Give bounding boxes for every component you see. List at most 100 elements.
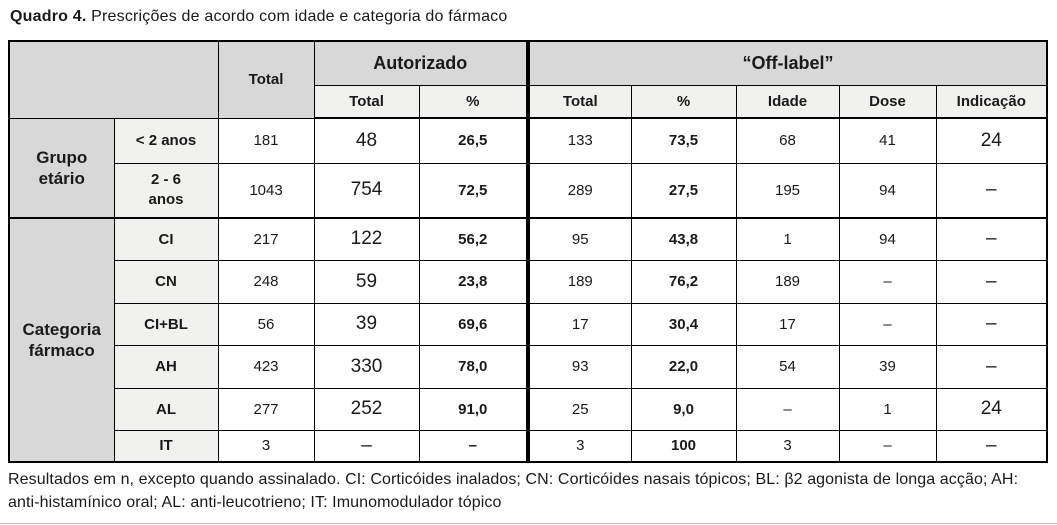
row-label-2-6-anos: 2 - 6 anos xyxy=(113,162,219,219)
table-cell: 76,2 xyxy=(630,259,737,304)
table-cell: 30,4 xyxy=(630,302,737,346)
table-cell: 41 xyxy=(838,117,937,164)
table-cell: 330 xyxy=(313,344,420,389)
table-cell: 248 xyxy=(217,259,315,304)
table-cell: 94 xyxy=(838,162,937,219)
table-cell: 59 xyxy=(313,259,420,304)
table-cell: – xyxy=(935,162,1048,219)
table-cell: 1043 xyxy=(217,162,315,219)
header-autorizado: Autorizado xyxy=(313,40,529,86)
table-cell: 73,5 xyxy=(630,117,737,164)
table-cell: 3 xyxy=(526,429,632,463)
row-label-menor-2-anos: < 2 anos xyxy=(113,117,219,164)
table-cell: 122 xyxy=(313,217,420,261)
row-label-al: AL xyxy=(113,387,219,431)
table-cell: – xyxy=(313,429,420,463)
table-cell: – xyxy=(935,344,1048,389)
caption-number: Quadro 4. xyxy=(10,8,87,25)
subheader-aut-total: Total xyxy=(313,84,420,119)
row-label-ah: AH xyxy=(113,344,219,389)
table-cell: – xyxy=(735,387,840,431)
table-cell: 78,0 xyxy=(418,344,529,389)
table-row: CI+BL 56 39 69,6 17 30,4 17 – – xyxy=(9,302,1048,346)
table-cell: 423 xyxy=(217,344,315,389)
table-cell: – xyxy=(935,429,1048,463)
table-cell: 68 xyxy=(735,117,840,164)
subheader-aut-pct: % xyxy=(418,84,529,119)
table-cell: – xyxy=(838,302,937,346)
table-cell: 181 xyxy=(217,117,315,164)
table-cell: 217 xyxy=(217,217,315,261)
table-cell: 24 xyxy=(935,387,1048,431)
table-cell: – xyxy=(838,259,937,304)
header-off-label: “Off-label” xyxy=(525,40,1048,86)
table-cell: 43,8 xyxy=(630,217,737,261)
table-cell: 27,5 xyxy=(630,162,737,219)
table-cell: 252 xyxy=(313,387,420,431)
table-cell: 39 xyxy=(838,344,937,389)
table-cell: 17 xyxy=(735,302,840,346)
table-cell: 289 xyxy=(526,162,632,219)
table-cell: 189 xyxy=(735,259,840,304)
table-row: AH 423 330 78,0 93 22,0 54 39 – xyxy=(9,344,1048,389)
table-cell: 22,0 xyxy=(630,344,737,389)
table-cell: 1 xyxy=(838,387,937,431)
subheader-ol-pct: % xyxy=(630,84,737,119)
table-cell: 26,5 xyxy=(418,117,529,164)
row-label-cn: CN xyxy=(113,259,219,304)
table-row: Grupo etário < 2 anos 181 48 26,5 133 73… xyxy=(8,117,1048,219)
table-cell: 93 xyxy=(526,344,632,389)
table-cell: 24 xyxy=(935,117,1048,164)
table-cell: 25 xyxy=(526,387,632,431)
table-row: 2 - 6 anos 1043 754 72,5 289 27,5 195 94… xyxy=(9,162,1048,219)
group-label-grupo-etario: Grupo etário xyxy=(8,117,115,219)
table-cell: 94 xyxy=(838,217,937,261)
row-label-ci-bl: CI+BL xyxy=(113,302,219,346)
subheader-dose: Dose xyxy=(838,84,937,119)
table-cell: 1 xyxy=(735,217,840,261)
table-cell: 17 xyxy=(526,302,632,346)
table-cell: 133 xyxy=(526,117,632,164)
table-cell: 72,5 xyxy=(418,162,529,219)
table-caption: Quadro 4. Prescrições de acordo com idad… xyxy=(10,8,1040,26)
table-cell: 189 xyxy=(526,259,632,304)
table-cell: 3 xyxy=(735,429,840,463)
table-cell: – xyxy=(935,259,1048,304)
table-cell: 277 xyxy=(217,387,315,431)
table-cell: 23,8 xyxy=(418,259,529,304)
table-row: Categoria fármaco CI 217 122 56,2 95 43,… xyxy=(8,217,1048,463)
table-cell: 91,0 xyxy=(418,387,529,431)
table-cell: – xyxy=(935,302,1048,346)
table-cell: 69,6 xyxy=(418,302,529,346)
caption-text: Prescrições de acordo com idade e catego… xyxy=(86,8,508,25)
header-total: Total xyxy=(217,40,315,119)
table-cell: – xyxy=(935,217,1048,261)
page-bottom-rule xyxy=(0,523,1057,524)
table-cell: 54 xyxy=(735,344,840,389)
table-cell: 195 xyxy=(735,162,840,219)
group-label-categoria-farmaco: Categoria fármaco xyxy=(8,217,115,463)
table-cell: – xyxy=(418,429,529,463)
table-cell: – xyxy=(838,429,937,463)
prescriptions-table: Total Autorizado “Off-label” Total % Tot… xyxy=(8,40,1049,463)
table-cell: 56,2 xyxy=(418,217,529,261)
table-row: IT 3 – – 3 100 3 – – xyxy=(9,429,1048,463)
corner-blank-cell xyxy=(8,40,219,119)
table-cell: 48 xyxy=(313,117,420,164)
table-cell: 100 xyxy=(630,429,737,463)
table-cell: 95 xyxy=(526,217,632,261)
subheader-ol-total: Total xyxy=(526,84,632,119)
table-cell: 9,0 xyxy=(630,387,737,431)
table-cell: 56 xyxy=(217,302,315,346)
row-label-it: IT xyxy=(113,429,219,463)
subheader-idade: Idade xyxy=(735,84,840,119)
subheader-indicacao: Indicação xyxy=(935,84,1048,119)
table-footnote: Resultados em n, excepto quando assinala… xyxy=(8,471,1019,512)
table-cell: 754 xyxy=(313,162,420,219)
table-cell: 39 xyxy=(313,302,420,346)
table-row: CN 248 59 23,8 189 76,2 189 – – xyxy=(9,259,1048,304)
table-cell: 3 xyxy=(217,429,315,463)
row-label-ci: CI xyxy=(113,217,219,261)
table-row: AL 277 252 91,0 25 9,0 – 1 24 xyxy=(9,387,1048,431)
